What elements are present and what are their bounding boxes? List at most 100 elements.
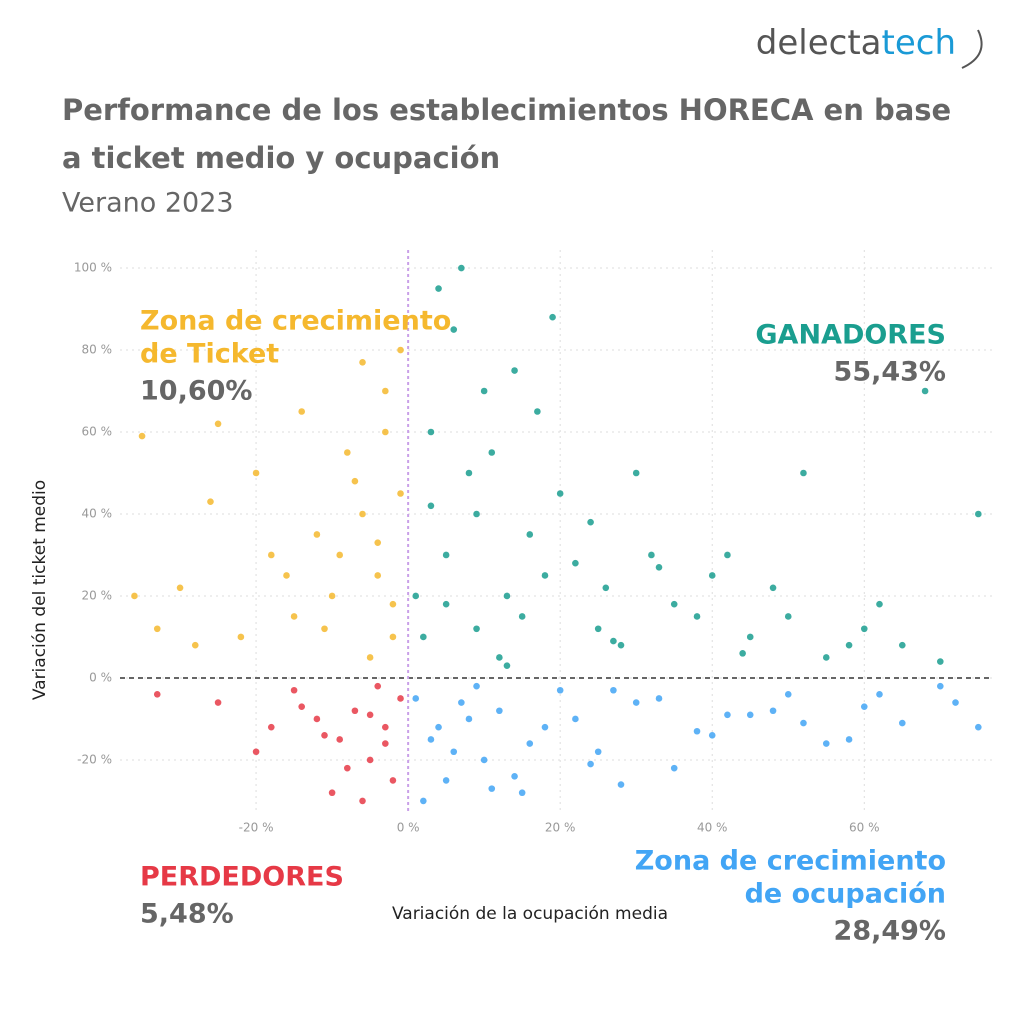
scatter-point: [344, 764, 351, 772]
scatter-point: [237, 633, 245, 641]
scatter-point: [427, 428, 435, 436]
scatter-point: [724, 711, 731, 719]
scatter-point: [800, 469, 807, 477]
scatter-point: [412, 592, 420, 600]
scatter-point: [655, 563, 663, 571]
scatter-point: [572, 715, 579, 723]
scatter-point: [442, 600, 450, 608]
brand-logo: delectatech: [756, 23, 956, 63]
y-tick-label: 20 %: [82, 588, 113, 602]
scatter-point: [556, 686, 564, 694]
scatter-point: [587, 518, 594, 526]
x-tick-label: 40 %: [697, 821, 728, 835]
scatter-point: [503, 592, 511, 600]
scatter-point: [845, 641, 853, 649]
scatter-point: [937, 658, 944, 665]
scatter-point: [427, 502, 435, 510]
scatter-point: [153, 691, 161, 698]
scatter-point: [518, 613, 526, 620]
zone-share: 5,48%: [140, 899, 234, 930]
scatter-point: [252, 748, 260, 756]
scatter-point: [800, 719, 807, 727]
scatter-point: [693, 727, 701, 735]
scatter-point: [860, 703, 868, 710]
x-tick-label: 0 %: [397, 821, 420, 835]
scatter-point: [351, 707, 359, 715]
scatter-point: [458, 264, 465, 272]
scatter-point: [382, 428, 389, 436]
scatter-point: [397, 695, 404, 702]
scatter-point: [374, 572, 382, 579]
zone-label: GANADORES: [755, 320, 946, 351]
scatter-point: [397, 490, 404, 497]
scatter-point: [822, 740, 830, 747]
scatter-point: [336, 551, 344, 559]
scatter-point: [526, 531, 534, 538]
scatter-point: [465, 469, 473, 477]
y-tick-label: -20 %: [77, 752, 112, 766]
zone-label: de Ticket: [140, 339, 279, 370]
x-tick-label: 60 %: [849, 821, 880, 835]
scatter-point: [267, 723, 275, 731]
scatter-point: [526, 740, 534, 747]
zone-label: Zona de crecimiento: [635, 846, 946, 877]
scatter-point: [632, 699, 640, 706]
scatter-point: [693, 613, 701, 620]
scatter-point: [442, 551, 450, 559]
scatter-point: [602, 584, 610, 592]
scatter-point: [511, 367, 518, 374]
scatter-point: [397, 346, 404, 354]
scatter-point: [975, 510, 982, 518]
scatter-point: [670, 764, 678, 772]
scatter-point: [298, 408, 305, 415]
scatter-point: [351, 477, 359, 485]
scatter-point: [587, 760, 594, 768]
scatter-point: [328, 592, 336, 600]
scatter-point: [359, 510, 366, 518]
scatter-point: [572, 559, 579, 567]
scatter-point: [549, 313, 556, 321]
x-tick-label: 20 %: [545, 821, 576, 835]
scatter-point: [328, 789, 336, 797]
y-tick-label: 0 %: [89, 670, 112, 684]
scatter-point: [876, 600, 883, 608]
scatter-point: [420, 633, 427, 641]
brand-part: delecta: [756, 23, 882, 63]
scatter-point: [359, 797, 366, 805]
zone-label: PERDEDORES: [140, 862, 344, 893]
scatter-point: [975, 723, 982, 731]
scatter-point: [655, 695, 663, 702]
scatter-point: [382, 387, 389, 395]
scatter-point: [496, 654, 503, 661]
scatter-point: [488, 449, 496, 456]
scatter-point: [321, 625, 328, 633]
scatter-point: [382, 723, 389, 731]
scatter-point: [594, 625, 602, 633]
scatter-point: [214, 420, 222, 428]
scatter-point: [313, 715, 321, 723]
y-tick-label: 100 %: [74, 261, 112, 275]
scatter-point: [389, 633, 397, 641]
scatter-point: [435, 285, 442, 292]
scatter-point: [784, 691, 792, 698]
scatter-point: [739, 650, 746, 657]
scatter-point: [708, 572, 716, 579]
zone-share: 55,43%: [834, 357, 946, 388]
scatter-point: [374, 539, 382, 546]
scatter-point: [366, 711, 374, 719]
scatter-point: [769, 707, 777, 715]
scatter-point: [822, 654, 830, 661]
y-axis-label: Variación del ticket medio: [30, 480, 50, 700]
y-tick-label: 80 %: [82, 343, 113, 357]
scatter-point: [724, 551, 731, 559]
chart-title: a ticket medio y ocupación: [62, 141, 500, 175]
scatter-point: [541, 572, 549, 579]
scatter-point: [191, 641, 199, 649]
scatter-point: [344, 449, 351, 456]
scatter-point: [480, 387, 488, 395]
zone-label: Zona de crecimiento: [140, 306, 451, 337]
scatter-point: [267, 551, 275, 559]
scatter-point: [511, 773, 518, 780]
scatter-point: [374, 682, 382, 690]
